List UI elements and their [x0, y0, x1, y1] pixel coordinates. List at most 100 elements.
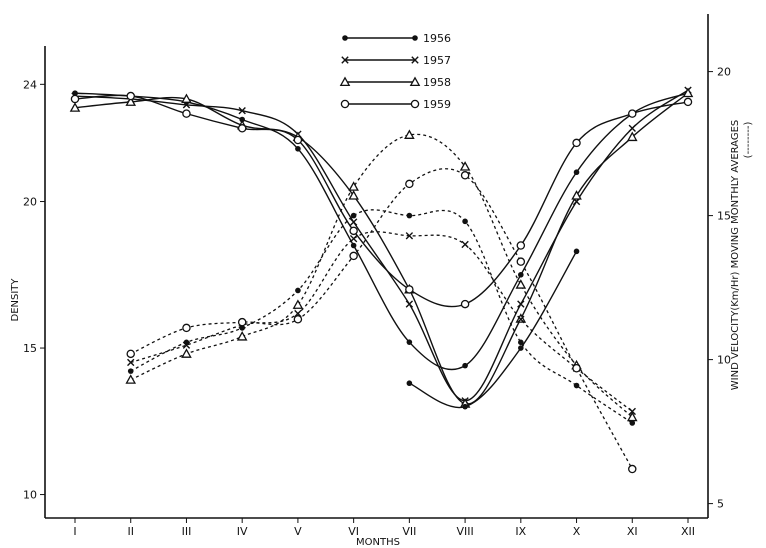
data-point	[682, 87, 694, 98]
data-point	[412, 35, 418, 41]
data-point	[516, 241, 526, 250]
data-point	[348, 190, 359, 200]
data-point	[125, 374, 137, 384]
data-point	[628, 109, 637, 118]
data-point	[518, 271, 524, 278]
x-tick-label: VI	[348, 525, 359, 538]
data-point	[573, 169, 580, 176]
legend-entry: 1957	[341, 54, 451, 67]
data-point	[181, 348, 192, 358]
legend-entry: 1959	[340, 98, 451, 111]
x-tick-label: X	[573, 525, 581, 538]
data-point	[571, 190, 582, 200]
series-1959-solid	[70, 91, 693, 309]
data-point	[406, 380, 413, 387]
data-point	[348, 181, 359, 191]
data-point	[295, 145, 301, 152]
data-point	[406, 212, 413, 219]
data-point	[460, 299, 470, 309]
series-line	[74, 92, 689, 371]
data-point	[518, 339, 524, 346]
data-point	[126, 91, 135, 101]
series-line	[130, 168, 633, 470]
right-y-tick-label: 5	[717, 498, 724, 511]
x-tick-label: IX	[515, 525, 526, 538]
data-point	[462, 218, 468, 225]
data-point	[181, 93, 192, 103]
legend-entry: 1956	[342, 32, 451, 45]
data-point	[237, 317, 247, 327]
series-line	[130, 133, 633, 418]
data-point	[462, 403, 468, 410]
x-tick-label: II	[127, 525, 134, 538]
data-point	[411, 56, 419, 64]
data-point	[341, 56, 349, 64]
right-y-tick-label: 20	[717, 66, 731, 79]
x-tick-label: IV	[237, 525, 248, 538]
data-point	[629, 420, 636, 426]
legend-entry: 1958	[339, 76, 451, 89]
data-point	[182, 109, 191, 118]
data-point	[182, 323, 191, 333]
data-point	[350, 242, 357, 249]
data-point	[626, 131, 638, 142]
right-y-tick-label: 10	[717, 354, 731, 367]
data-point	[125, 96, 137, 106]
legend-label: 1958	[423, 76, 451, 89]
right-y-tick-label: 15	[717, 210, 731, 223]
data-point	[292, 299, 304, 309]
legend-label: 1959	[423, 98, 451, 111]
data-point	[573, 248, 580, 255]
data-point	[349, 218, 358, 226]
series-1958-dashed	[125, 129, 638, 422]
x-tick-label: XI	[627, 525, 638, 538]
series-fragment	[406, 248, 580, 410]
series-line	[130, 209, 633, 424]
series-1956-solid	[72, 90, 691, 371]
data-point	[349, 234, 358, 243]
legend-label: 1957	[423, 54, 451, 67]
x-axis-title: MONTHS	[356, 537, 400, 548]
data-point	[406, 339, 413, 345]
data-point	[460, 171, 470, 180]
data-point	[126, 349, 135, 359]
data-point	[516, 257, 526, 266]
legend-label: 1956	[423, 32, 451, 45]
data-point	[293, 315, 303, 324]
x-tick-label: VII	[402, 525, 416, 538]
data-point	[515, 279, 527, 289]
left-y-tick-label: 15	[23, 342, 37, 355]
left-axis-title: DENSITY	[10, 278, 21, 322]
series-1957-dashed	[127, 231, 636, 416]
series-1957-solid	[71, 86, 692, 405]
data-point	[572, 138, 581, 148]
left-y-tick-label: 20	[23, 196, 37, 209]
data-point	[69, 102, 81, 112]
data-point	[628, 407, 636, 416]
data-point	[409, 76, 421, 87]
data-point	[237, 124, 247, 133]
data-point	[295, 287, 301, 294]
data-point	[461, 240, 469, 249]
data-point	[127, 358, 135, 367]
tick-group: I II III IV V VI VII VIII IX X XI XII10152024510152…	[23, 66, 731, 538]
data-point	[293, 135, 303, 145]
data-point	[182, 341, 191, 349]
data-point	[404, 129, 415, 139]
data-point	[405, 285, 414, 294]
data-point	[517, 300, 525, 308]
data-point	[349, 226, 358, 236]
data-point	[459, 161, 471, 171]
series-line	[74, 92, 689, 405]
series-1956-dashed	[127, 209, 636, 426]
x-tick-label: V	[294, 525, 302, 538]
data-point	[349, 251, 358, 261]
data-point	[339, 76, 351, 87]
data-point	[238, 107, 246, 115]
data-point	[517, 315, 525, 323]
right-axis-title: WIND VELOCITY(Km/Hr) MOVING MONTHLY AVER…	[730, 120, 741, 391]
axes	[44, 14, 709, 519]
data-point	[340, 99, 350, 109]
x-tick-label: I	[73, 525, 76, 538]
